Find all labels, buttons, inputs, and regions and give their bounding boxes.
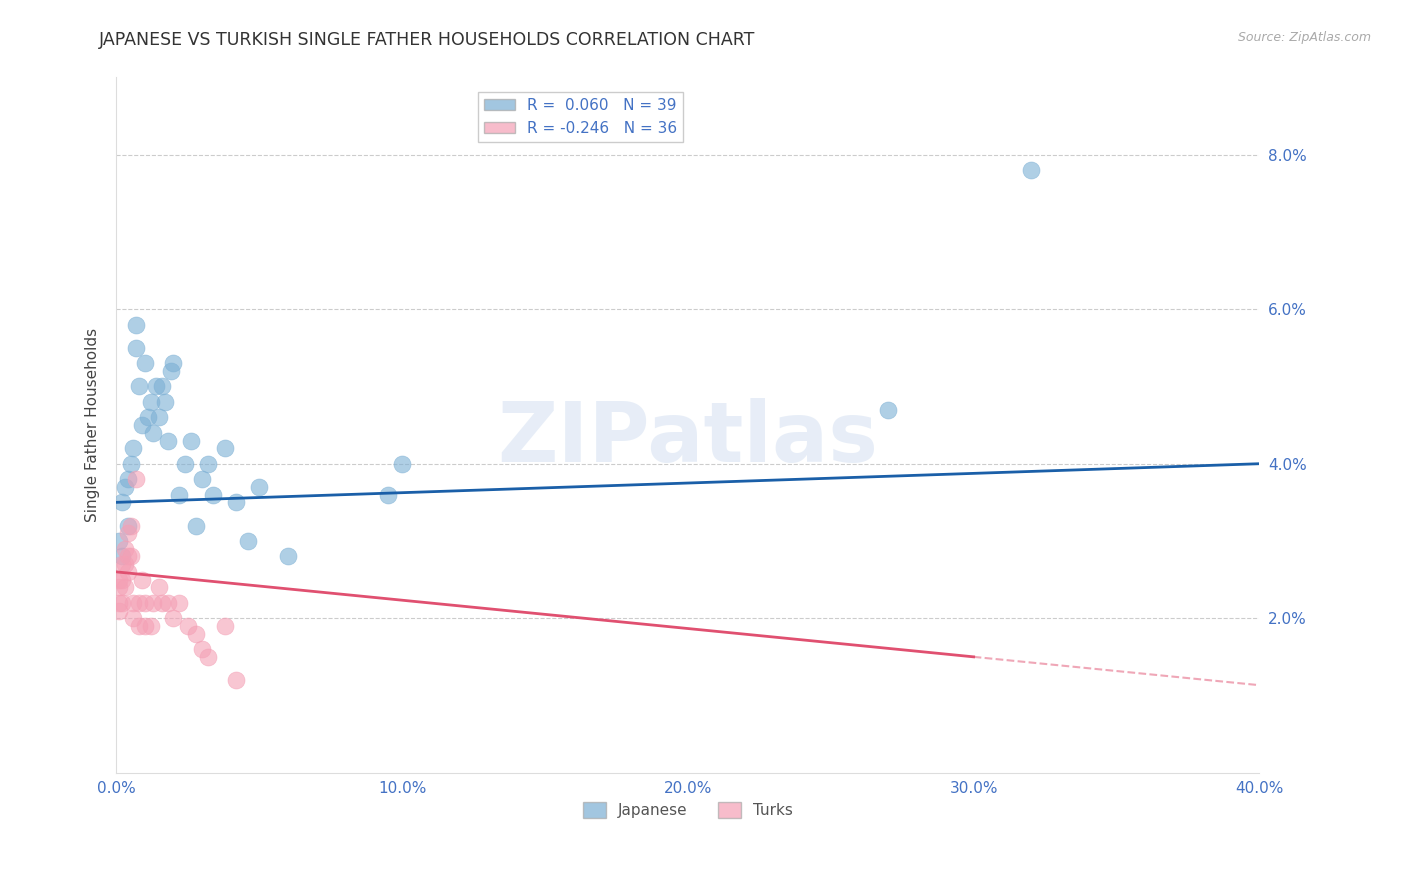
Point <box>128 379 150 393</box>
Point <box>134 356 156 370</box>
Point <box>377 488 399 502</box>
Point <box>197 457 219 471</box>
Point <box>131 418 153 433</box>
Point <box>114 541 136 556</box>
Point <box>148 580 170 594</box>
Point <box>108 533 131 548</box>
Point <box>247 480 270 494</box>
Point <box>391 457 413 471</box>
Point <box>202 488 225 502</box>
Text: ZIPatlas: ZIPatlas <box>498 399 879 480</box>
Point <box>142 596 165 610</box>
Point <box>134 596 156 610</box>
Text: Source: ZipAtlas.com: Source: ZipAtlas.com <box>1237 31 1371 45</box>
Point <box>122 611 145 625</box>
Point <box>236 533 259 548</box>
Point <box>125 472 148 486</box>
Point <box>111 573 134 587</box>
Point <box>150 596 173 610</box>
Point <box>139 395 162 409</box>
Point <box>120 549 142 564</box>
Point <box>877 402 900 417</box>
Text: JAPANESE VS TURKISH SINGLE FATHER HOUSEHOLDS CORRELATION CHART: JAPANESE VS TURKISH SINGLE FATHER HOUSEH… <box>98 31 755 49</box>
Point <box>167 488 190 502</box>
Point <box>180 434 202 448</box>
Point <box>131 573 153 587</box>
Point <box>145 379 167 393</box>
Point <box>111 557 134 571</box>
Point <box>153 395 176 409</box>
Point <box>139 619 162 633</box>
Point <box>186 518 208 533</box>
Point <box>108 603 131 617</box>
Y-axis label: Single Father Households: Single Father Households <box>86 328 100 522</box>
Point <box>214 442 236 456</box>
Point <box>122 596 145 610</box>
Point <box>173 457 195 471</box>
Point <box>128 619 150 633</box>
Point <box>191 472 214 486</box>
Point <box>162 356 184 370</box>
Point <box>197 649 219 664</box>
Point <box>142 425 165 440</box>
Point <box>1019 163 1042 178</box>
Point <box>186 626 208 640</box>
Point <box>111 495 134 509</box>
Point <box>214 619 236 633</box>
Point <box>114 557 136 571</box>
Point <box>122 442 145 456</box>
Point <box>159 364 181 378</box>
Point <box>108 596 131 610</box>
Point <box>150 379 173 393</box>
Point <box>125 341 148 355</box>
Point <box>167 596 190 610</box>
Point <box>111 596 134 610</box>
Point <box>134 619 156 633</box>
Point <box>117 518 139 533</box>
Point <box>114 480 136 494</box>
Point <box>191 642 214 657</box>
Point <box>162 611 184 625</box>
Point <box>125 318 148 332</box>
Point <box>108 580 131 594</box>
Point <box>117 565 139 579</box>
Point <box>156 596 179 610</box>
Point <box>117 526 139 541</box>
Point <box>120 457 142 471</box>
Point <box>117 549 139 564</box>
Point <box>225 495 247 509</box>
Point <box>148 410 170 425</box>
Point <box>120 518 142 533</box>
Point <box>128 596 150 610</box>
Point <box>177 619 200 633</box>
Point <box>136 410 159 425</box>
Point <box>114 580 136 594</box>
Point <box>117 472 139 486</box>
Point <box>225 673 247 687</box>
Point <box>277 549 299 564</box>
Legend: Japanese, Turks: Japanese, Turks <box>576 796 799 824</box>
Point <box>156 434 179 448</box>
Point <box>111 549 134 564</box>
Point <box>108 573 131 587</box>
